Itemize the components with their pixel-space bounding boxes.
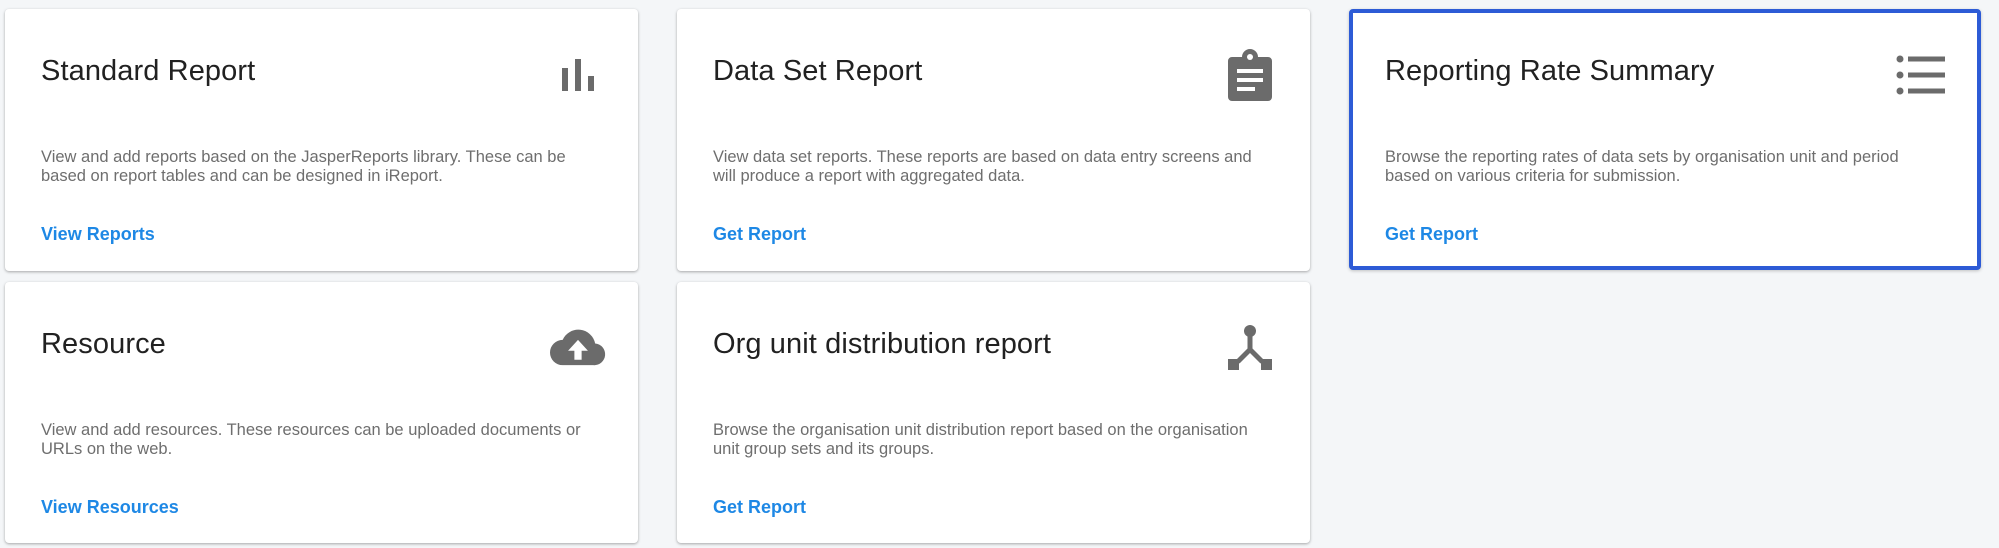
view-reports-link[interactable]: View Reports bbox=[41, 224, 155, 244]
card-description: View and add reports based on the Jasper… bbox=[41, 148, 566, 185]
hierarchy-icon bbox=[1222, 320, 1278, 376]
card-title: Resource bbox=[41, 328, 166, 360]
card-description: View and add resources. These resources … bbox=[41, 421, 581, 458]
card-org-unit-distribution-report[interactable]: Org unit distribution report Browse the … bbox=[677, 282, 1310, 543]
view-resources-link[interactable]: View Resources bbox=[41, 497, 179, 517]
card-description: Browse the organisation unit distributio… bbox=[713, 421, 1248, 458]
card-data-set-report[interactable]: Data Set Report View data set reports. T… bbox=[677, 9, 1310, 271]
card-description: Browse the reporting rates of data sets … bbox=[1385, 148, 1899, 185]
card-standard-report[interactable]: Standard Report View and add reports bas… bbox=[5, 9, 638, 271]
list-icon bbox=[1893, 47, 1949, 103]
card-title: Standard Report bbox=[41, 55, 256, 87]
get-report-link[interactable]: Get Report bbox=[1385, 224, 1479, 244]
card-reporting-rate-summary[interactable]: Reporting Rate Summary Browse the report… bbox=[1349, 9, 1981, 270]
card-description: View data set reports. These reports are… bbox=[713, 148, 1252, 185]
bar-chart-icon bbox=[550, 47, 606, 103]
card-resource[interactable]: Resource View and add resources. These r… bbox=[5, 282, 638, 543]
get-report-link[interactable]: Get Report bbox=[713, 224, 807, 244]
card-title: Org unit distribution report bbox=[713, 328, 1052, 360]
card-title: Reporting Rate Summary bbox=[1385, 55, 1715, 87]
card-title: Data Set Report bbox=[713, 55, 923, 87]
cloud-upload-icon bbox=[550, 320, 606, 376]
get-report-link[interactable]: Get Report bbox=[713, 497, 807, 517]
clipboard-icon bbox=[1222, 47, 1278, 103]
